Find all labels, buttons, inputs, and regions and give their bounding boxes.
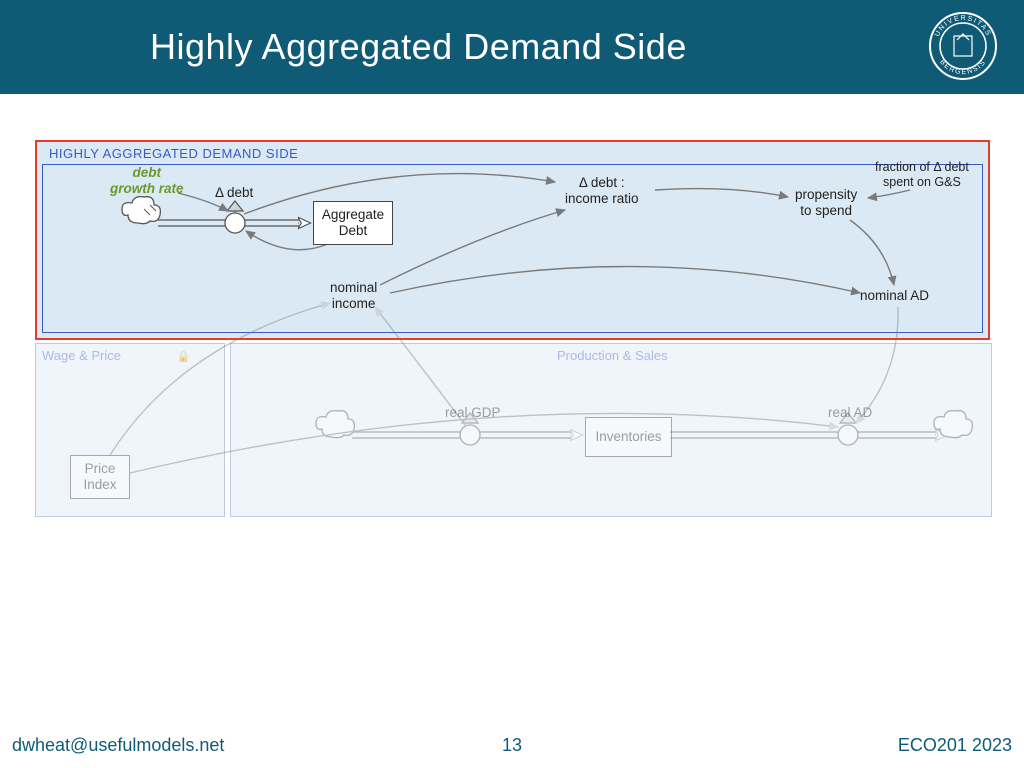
diagram-canvas: HIGHLY AGGREGATED DEMAND SIDE Wage & Pri… [30,135,995,515]
stock-price-index: PriceIndex [70,455,130,499]
label-delta-debt: Δ debt [215,185,253,201]
footer-email: dwheat@usefulmodels.net [12,735,224,756]
panel-demand-side-title: HIGHLY AGGREGATED DEMAND SIDE [49,146,298,161]
label-nominal-ad: nominal AD [860,288,929,304]
label-real-ad: real AD [828,405,872,421]
panel-wage-price: Wage & Price 🔒 [35,343,225,517]
slide-footer: dwheat@usefulmodels.net 13 ECO201 2023 [0,728,1024,768]
faded-panels: Wage & Price 🔒 Production & Sales [35,343,990,515]
label-debt-growth-rate: debt growth rate [110,165,184,197]
slide-title: Highly Aggregated Demand Side [150,26,687,68]
label-nominal-income: nominal income [330,280,377,312]
footer-page-number: 13 [502,735,522,756]
label-delta-debt-income-ratio: Δ debt : income ratio [565,175,639,207]
university-seal-icon: UNIVERSITAS BERGENSIS [927,10,999,82]
panel-wage-price-title: Wage & Price [36,344,127,367]
panel-production-sales-title: Production & Sales [551,344,674,367]
stock-inventories: Inventories [585,417,672,457]
lock-icon: 🔒 [176,350,190,363]
label-fraction-spent: fraction of Δ debt spent on G&S [875,160,969,190]
label-propensity-to-spend: propensity to spend [795,187,857,219]
label-real-gdp: real GDP [445,405,501,421]
stock-aggregate-debt: AggregateDebt [313,201,393,245]
slide-header: Highly Aggregated Demand Side UNIVERSITA… [0,0,1024,94]
footer-course: ECO201 2023 [898,735,1012,756]
